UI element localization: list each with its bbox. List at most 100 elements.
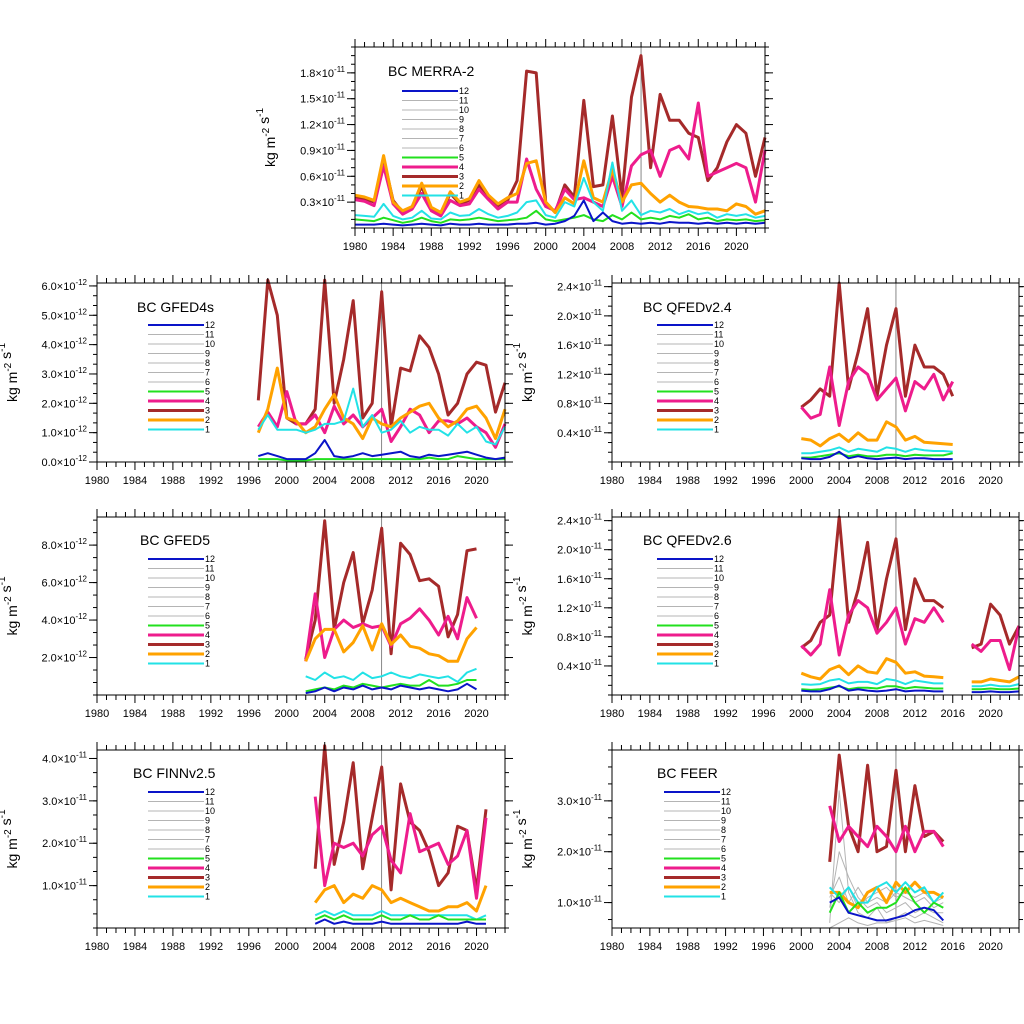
legend-label-month-10: 10 <box>721 806 731 816</box>
x-tick-label: 2020 <box>978 941 1002 953</box>
x-tick-label: 2012 <box>388 475 412 487</box>
plot-frame <box>354 46 766 229</box>
series-line-month-4 <box>800 588 1021 672</box>
legend-label-month-4: 4 <box>205 396 210 406</box>
y-tick-label: 1.0×10-12 <box>41 425 87 440</box>
x-tick-label: 1984 <box>123 475 147 487</box>
x-tick-label: 2012 <box>388 708 412 720</box>
chart-panel-4: 1980 1984 1988 1992 1996 2000 2004 2008 2012 2016… <box>0 509 513 720</box>
panel-title: BC QFEDv2.6 <box>643 532 732 548</box>
legend-label-month-9: 9 <box>205 816 210 826</box>
series-line-month-2 <box>829 880 945 910</box>
chart-panel-2: 1980 1984 1988 1992 1996 2000 2004 2008 2012 2016… <box>0 275 513 487</box>
series-line-month-2 <box>801 420 953 448</box>
y-tick-label: 0.4×10-11 <box>557 425 602 440</box>
legend-label-month-2: 2 <box>714 649 719 659</box>
x-tick-label: 1984 <box>638 708 662 720</box>
y-tick-label: 0.3×10-11 <box>300 194 345 209</box>
y-tick-label: 1.2×10-11 <box>557 366 602 381</box>
legend-label-month-4: 4 <box>721 863 726 873</box>
y-axis-label: kg m-2 s-1 <box>255 108 278 167</box>
series-line-month-12 <box>258 439 506 461</box>
x-tick-label: 1992 <box>713 475 737 487</box>
legend-label-month-2: 2 <box>714 415 719 425</box>
series-line-month-4 <box>313 796 488 900</box>
x-tick-label: 2000 <box>789 708 813 720</box>
legend-label-month-3: 3 <box>721 873 726 883</box>
series-line-month-1 <box>314 910 487 921</box>
y-tick-label: 3.0×10-11 <box>557 793 602 808</box>
y-axis-label: kg m-2 s-1 <box>0 343 20 402</box>
plot-frame <box>611 282 1020 463</box>
x-tick-label: 2004 <box>827 941 851 953</box>
legend-label-month-11: 11 <box>205 330 214 340</box>
series-line-month-5 <box>258 455 505 462</box>
legend-label-month-8: 8 <box>205 358 210 368</box>
legend-label-month-4: 4 <box>459 162 464 172</box>
series-line-month-5 <box>801 452 953 459</box>
legend-label-month-10: 10 <box>205 339 215 349</box>
series-line-month-3 <box>313 744 488 892</box>
x-tick-label: 1996 <box>237 475 261 487</box>
series-line-month-2 <box>800 657 1020 684</box>
x-tick-label: 1996 <box>237 708 261 720</box>
x-tick-label: 1988 <box>419 241 443 253</box>
y-tick-label: 0.6×10-11 <box>300 168 345 183</box>
legend-label-month-11: 11 <box>721 797 730 807</box>
legend-label-month-10: 10 <box>459 105 469 115</box>
series-line-month-4 <box>800 365 955 427</box>
panel-title: BC MERRA-2 <box>388 63 475 79</box>
legend-label-month-10: 10 <box>205 806 215 816</box>
x-tick-label: 2008 <box>865 475 889 487</box>
legend-label-month-2: 2 <box>459 181 464 191</box>
panel-title: BC GFED5 <box>140 532 210 548</box>
legend-label-month-1: 1 <box>459 191 464 201</box>
x-tick-label: 1992 <box>199 708 223 720</box>
legend-label-month-2: 2 <box>205 882 210 892</box>
legend-label-month-11: 11 <box>714 564 723 574</box>
legend-label-month-3: 3 <box>205 406 210 416</box>
series-line-month-5 <box>305 679 477 693</box>
legend-label-month-12: 12 <box>721 787 731 797</box>
y-tick-label: 1.0×10-11 <box>42 878 87 893</box>
x-tick-label: 1980 <box>85 475 109 487</box>
y-tick-label: 8.0×10-12 <box>41 537 87 552</box>
series-line-month-5 <box>314 914 486 921</box>
panel-title: BC FINNv2.5 <box>133 765 216 781</box>
legend-label-month-5: 5 <box>714 387 719 397</box>
legend-label-month-4: 4 <box>205 863 210 873</box>
x-tick-label: 2000 <box>275 708 299 720</box>
y-axis-label: kg m-2 s-1 <box>512 576 535 635</box>
y-tick-label: 1.2×10-11 <box>300 117 345 132</box>
y-axis-label: kg m-2 s-1 <box>0 809 20 868</box>
legend-label-month-8: 8 <box>205 825 210 835</box>
plot-frame <box>611 516 1020 696</box>
x-tick-label: 2016 <box>426 475 450 487</box>
x-tick-label: 2012 <box>903 475 927 487</box>
y-tick-label: 0.0×10-12 <box>41 454 87 469</box>
legend-label-month-1: 1 <box>205 892 210 902</box>
panel-title: BC FEER <box>657 765 718 781</box>
x-tick-label: 2000 <box>275 475 299 487</box>
y-tick-label: 1.5×10-11 <box>300 91 345 106</box>
x-tick-label: 2004 <box>572 241 596 253</box>
x-tick-label: 2008 <box>865 708 889 720</box>
legend-label-month-6: 6 <box>205 377 210 387</box>
x-tick-label: 1984 <box>638 475 662 487</box>
y-tick-label: 4.0×10-12 <box>41 612 87 627</box>
x-tick-label: 1984 <box>638 941 662 953</box>
y-tick-label: 1.2×10-11 <box>557 600 602 615</box>
x-tick-label: 2012 <box>903 941 927 953</box>
y-tick-label: 4.0×10-12 <box>41 337 87 352</box>
legend-label-month-3: 3 <box>714 640 719 650</box>
legend-label-month-6: 6 <box>714 611 719 621</box>
legend-label-month-12: 12 <box>459 86 469 96</box>
legend-label-month-12: 12 <box>205 320 215 330</box>
series-line-month-5 <box>354 209 766 224</box>
y-tick-label: 2.0×10-11 <box>557 308 602 323</box>
legend-label-month-5: 5 <box>205 854 210 864</box>
legend-label-month-9: 9 <box>714 583 719 593</box>
series-line-month-gray <box>829 917 944 929</box>
y-tick-label: 1.0×10-11 <box>557 895 602 910</box>
